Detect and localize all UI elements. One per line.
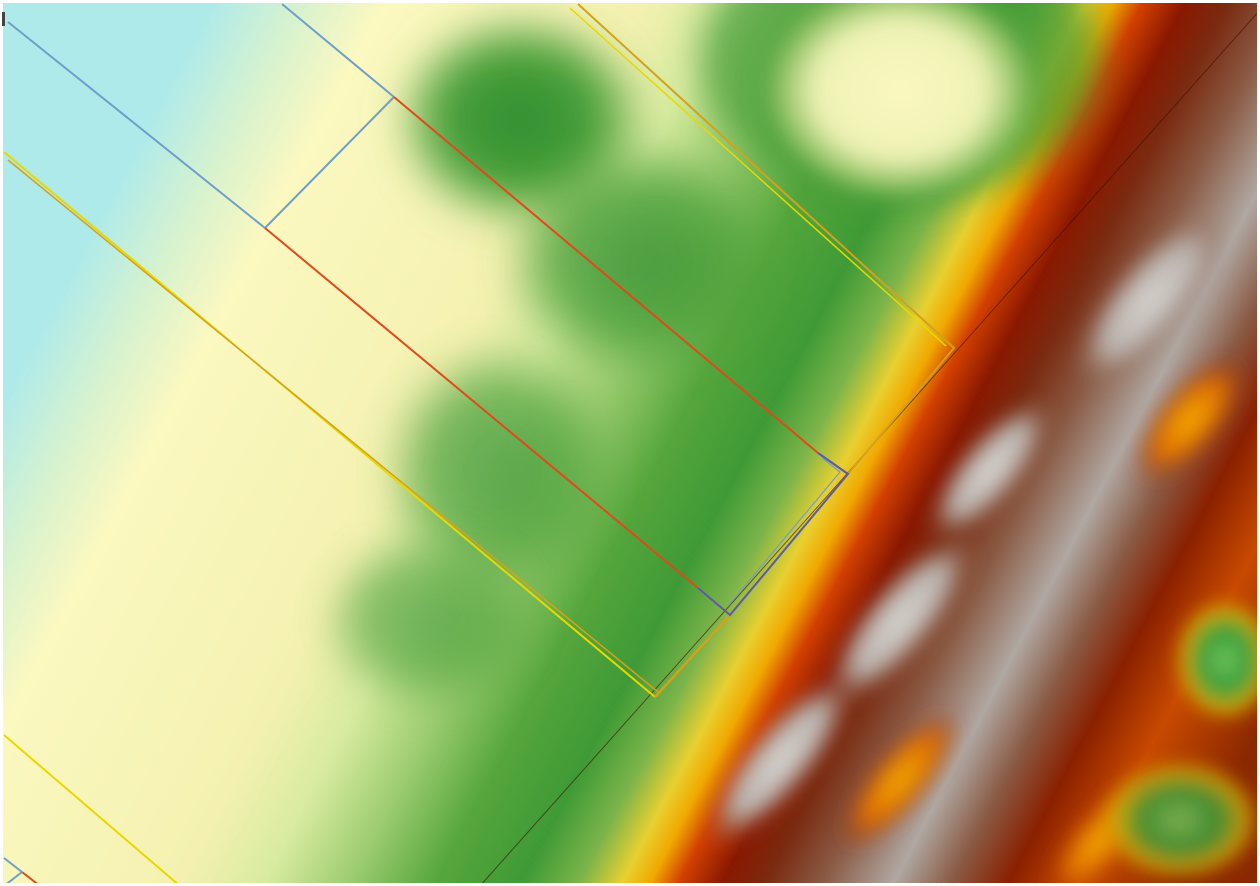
parcel-boundary-red-1[interactable] xyxy=(393,96,819,454)
parcel-boundary-yellow-2[interactable] xyxy=(7,159,659,693)
parcel-boundary-red-2[interactable] xyxy=(264,227,699,589)
parcel-outlines[interactable] xyxy=(3,3,956,886)
parcel-boundary-blue-1[interactable] xyxy=(7,21,266,229)
map-corner-marker xyxy=(2,12,5,26)
parcel-gold-top-inner[interactable] xyxy=(569,7,947,347)
parcel-purple-inner[interactable] xyxy=(727,457,841,607)
parcel-boundary-blue-bottom[interactable] xyxy=(3,857,23,873)
parcel-boundary-blue-2[interactable] xyxy=(281,3,395,98)
parcel-boundary-gold-edge[interactable] xyxy=(654,614,731,698)
parcel-boundary-yellow-bottom[interactable] xyxy=(3,734,181,886)
parcel-purple[interactable] xyxy=(697,452,850,617)
parcel-boundary-yellow-1[interactable] xyxy=(3,151,656,698)
parcel-boundary-blue-3[interactable] xyxy=(264,96,395,229)
